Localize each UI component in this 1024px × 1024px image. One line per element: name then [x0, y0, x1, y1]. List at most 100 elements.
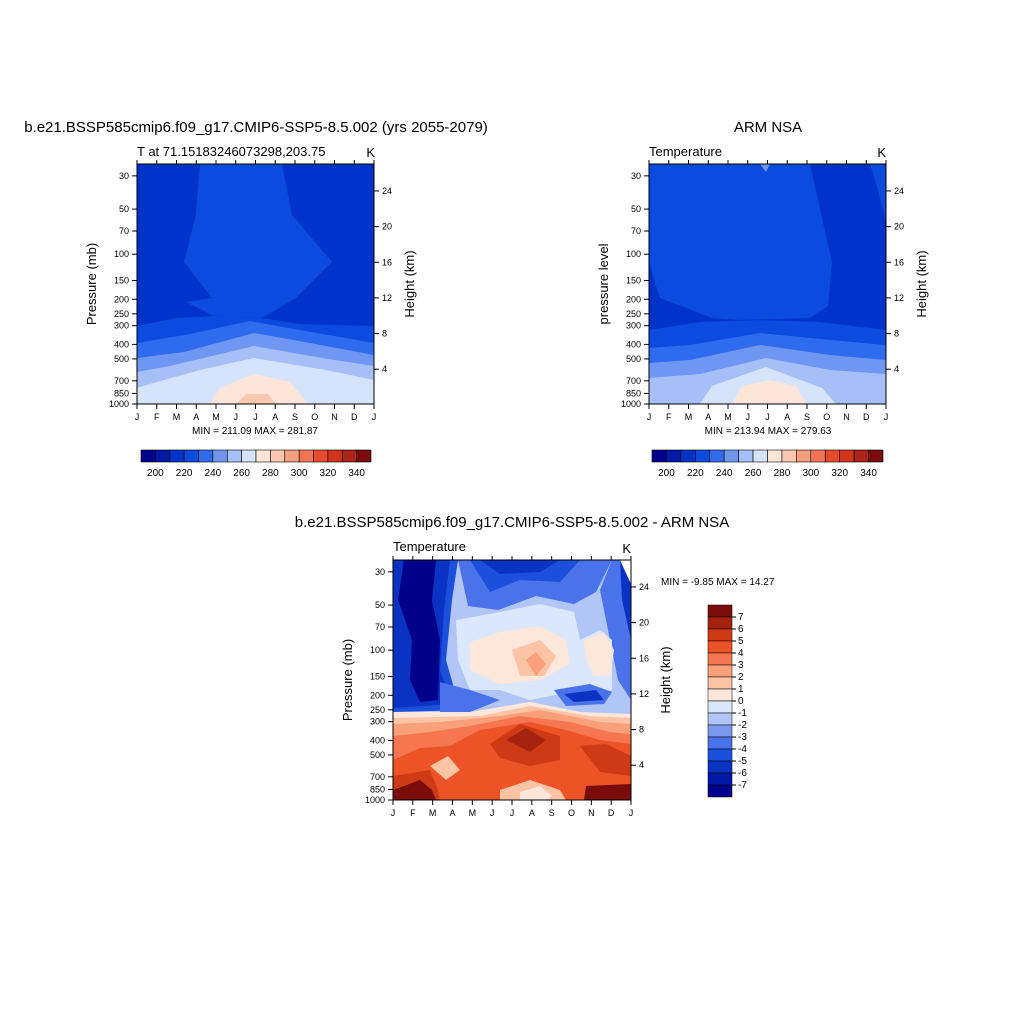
y-tick-label: 100: [114, 249, 129, 259]
y-tick-label: 70: [631, 226, 641, 236]
colorbar-label: 4: [738, 648, 744, 659]
y2-tick-label: 12: [894, 293, 904, 303]
panel-title: ARM NSA: [734, 119, 802, 136]
x-tick-label: A: [193, 412, 199, 422]
colorbar-label: 2: [738, 672, 744, 683]
colorbar-swatch: [183, 449, 199, 463]
contour-band: [236, 394, 276, 404]
colorbar-swatch: [680, 449, 696, 463]
y2-tick-label: 20: [382, 222, 392, 232]
difference-panel: b.e21.BSSP585cmip6.f09_g17.CMIP6-SSP5-8.…: [295, 514, 775, 818]
colorbar-label: 320: [831, 468, 848, 479]
colorbar-swatch: [169, 449, 185, 463]
y-tick-label: 300: [370, 717, 385, 727]
x-tick-label: O: [568, 808, 575, 818]
panel-subtitle-left: Temperature: [393, 539, 466, 554]
y-tick-label: 200: [370, 690, 385, 700]
colorbar-label: 6: [738, 624, 744, 635]
x-tick-label: J: [490, 808, 495, 818]
x-tick-label: N: [331, 412, 338, 422]
contour-field: [393, 560, 631, 800]
y-tick-label: 850: [626, 388, 641, 398]
contour-band: [649, 164, 832, 320]
y-tick-label: 300: [114, 321, 129, 331]
x-tick-label: A: [529, 808, 535, 818]
model-temperature-panel: b.e21.BSSP585cmip6.f09_g17.CMIP6-SSP5-8.…: [24, 119, 488, 479]
x-tick-label: J: [746, 412, 751, 422]
colorbar-swatch: [140, 449, 156, 463]
colorbar-swatch: [767, 449, 783, 463]
y-tick-label: 250: [114, 309, 129, 319]
colorbar-swatch: [707, 676, 733, 690]
colorbar-swatch: [707, 688, 733, 702]
x-tick-label: M: [685, 412, 693, 422]
colorbar-swatch: [796, 449, 812, 463]
min-max-label: MIN = -9.85 MAX = 14.27: [661, 577, 775, 588]
colorbar-swatch: [781, 449, 797, 463]
contour-band: [440, 682, 500, 712]
colorbar-swatch: [155, 449, 171, 463]
y2-axis-label: Height (km): [914, 250, 929, 317]
colorbar-swatch: [868, 449, 884, 463]
y-tick-label: 1000: [109, 399, 129, 409]
colorbar-label: 240: [205, 468, 222, 479]
x-tick-label: O: [311, 412, 318, 422]
colorbar-label: -2: [738, 720, 747, 731]
x-tick-label: A: [272, 412, 278, 422]
y-tick-label: 500: [370, 750, 385, 760]
contour-band: [870, 164, 886, 222]
colorbar-swatch: [651, 449, 667, 463]
contour-band: [526, 652, 546, 676]
y2-tick-label: 8: [639, 725, 644, 735]
y-tick-label: 30: [119, 171, 129, 181]
colorbar: 200 220 240 260 280 300 320 340: [651, 449, 884, 479]
colorbar-swatch: [839, 449, 855, 463]
x-tick-label: D: [608, 808, 615, 818]
contour-band: [398, 560, 440, 702]
x-tick-label: J: [510, 808, 515, 818]
colorbar-label: 260: [745, 468, 762, 479]
panel-units: K: [622, 541, 631, 556]
colorbar-swatch: [327, 449, 343, 463]
contour-band: [184, 164, 332, 318]
contour-band: [430, 756, 460, 780]
colorbar-swatch: [255, 449, 271, 463]
contour-band: [520, 786, 552, 800]
y2-tick-label: 16: [894, 257, 904, 267]
y-axis-label: Pressure (mb): [340, 639, 355, 721]
colorbar-label: 1: [738, 684, 744, 695]
y-tick-label: 1000: [365, 795, 385, 805]
x-tick-label: J: [391, 808, 396, 818]
colorbar-swatch: [198, 449, 214, 463]
y2-tick-label: 24: [639, 582, 649, 592]
colorbar-label: -5: [738, 756, 747, 767]
contour-band: [480, 560, 560, 574]
colorbar-label: 200: [147, 468, 164, 479]
contour-band: [506, 728, 546, 752]
x-tick-label: N: [588, 808, 595, 818]
x-tick-label: M: [724, 412, 732, 422]
y2-tick-label: 16: [382, 257, 392, 267]
x-tick-label: A: [449, 808, 455, 818]
contour-band: [580, 744, 631, 776]
y-tick-label: 50: [631, 204, 641, 214]
x-tick-label: F: [410, 808, 416, 818]
contour-field: [649, 164, 886, 404]
y-tick-label: 500: [114, 354, 129, 364]
colorbar-swatch: [707, 652, 733, 666]
y-tick-label: 300: [626, 321, 641, 331]
y-tick-label: 400: [626, 339, 641, 349]
colorbar-label: 280: [774, 468, 791, 479]
y-tick-label: 500: [626, 354, 641, 364]
y2-tick-label: 24: [382, 186, 392, 196]
x-tick-label: M: [469, 808, 477, 818]
y-tick-label: 400: [114, 339, 129, 349]
colorbar-label: 280: [262, 468, 279, 479]
contour-band: [584, 784, 631, 800]
x-tick-label: M: [429, 808, 437, 818]
panel-units: K: [366, 145, 375, 160]
y2-tick-label: 12: [639, 689, 649, 699]
colorbar-swatch: [707, 616, 733, 630]
